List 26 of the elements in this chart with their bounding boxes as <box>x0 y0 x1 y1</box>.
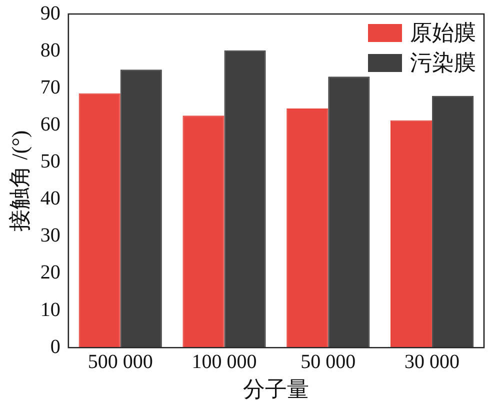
y-tick-label: 60 <box>40 113 60 136</box>
bar <box>182 116 224 348</box>
y-tick-label: 70 <box>40 76 60 98</box>
bar <box>78 93 120 348</box>
y-tick-label: 10 <box>40 298 60 321</box>
bar <box>432 96 474 348</box>
bar <box>224 50 266 348</box>
y-tick-label: 30 <box>40 224 60 247</box>
x-tick-label: 500 000 <box>88 350 153 373</box>
bar <box>390 120 432 348</box>
x-tick-label: 30 000 <box>404 350 460 373</box>
x-axis-title: 分子量 <box>243 376 310 402</box>
y-axis-title: 接触角 /(°) <box>6 130 32 232</box>
y-tick-label: 50 <box>40 150 60 173</box>
bar <box>120 70 162 348</box>
legend-label: 原始膜 <box>410 19 476 47</box>
legend-label: 污染膜 <box>410 49 476 77</box>
y-tick-label: 80 <box>40 39 60 62</box>
y-tick-label: 40 <box>40 188 60 210</box>
x-tick-label: 100 000 <box>192 350 257 373</box>
bar <box>286 108 328 348</box>
y-tick-label: 20 <box>40 262 60 284</box>
x-tick-label: 50 000 <box>300 350 356 373</box>
y-tick-label: 90 <box>40 2 60 24</box>
y-tick-label: 0 <box>50 336 60 358</box>
bar <box>328 76 370 348</box>
